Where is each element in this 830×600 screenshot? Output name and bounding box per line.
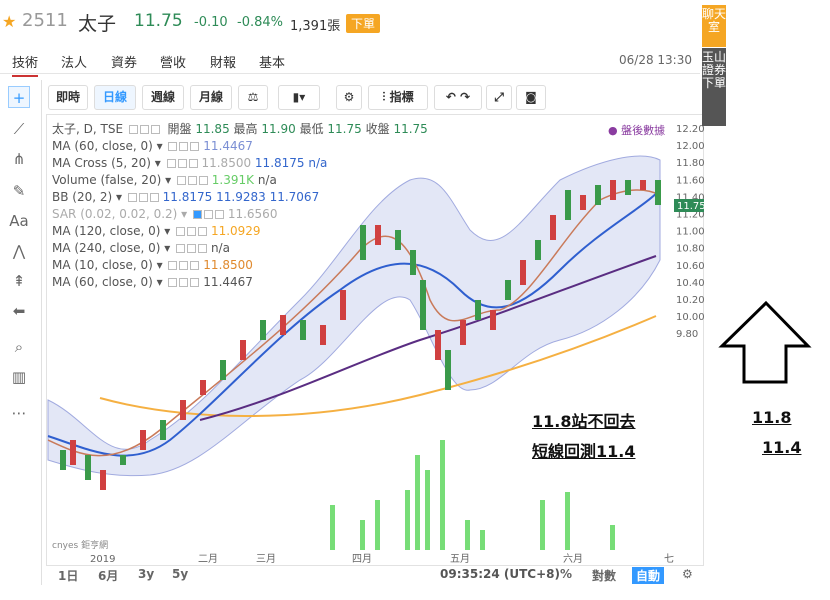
tab-margin[interactable]: 資券 — [111, 56, 138, 71]
legend-row[interactable]: MA Cross (5, 20) ▾ 11.8500 11.8175 n/a — [52, 156, 328, 170]
favorite-star-icon[interactable]: ★ — [2, 12, 17, 31]
quote-header: ★ 2511 太子 11.75 -0.10 -0.84% 1,391張 下單 — [0, 0, 700, 45]
fib-icon[interactable]: ⋔ — [12, 150, 26, 168]
undo-redo-icon[interactable]: ↶ ↷ — [434, 85, 482, 110]
low-value: 11.75 — [327, 122, 362, 136]
indicators-button[interactable]: ⫶ 指標 — [368, 85, 428, 110]
low-label: 最低 — [299, 122, 324, 136]
legend-symbol: 太子, D, TSE — [52, 122, 124, 136]
clock-time: 09:35:24 (UTC+8) — [440, 567, 560, 581]
legend-row[interactable]: Volume (false, 20) ▾ 1.391K n/a — [52, 173, 277, 187]
open-label: 開盤 — [167, 122, 192, 136]
crosshair-icon[interactable]: + — [8, 86, 30, 108]
indicators-label: 指標 — [389, 90, 414, 104]
tab-basic[interactable]: 基本 — [259, 56, 286, 71]
camera-icon[interactable]: ◙ — [516, 85, 546, 110]
stock-price: 11.75 — [134, 11, 183, 31]
quote-datetime: 06/28 13:30 — [619, 53, 692, 67]
annotation-line2: 短線回測11.4 — [532, 442, 636, 461]
text-icon[interactable]: Aa — [9, 212, 29, 230]
tab-institutional[interactable]: 法人 — [61, 56, 88, 71]
zoom-icon[interactable]: ⌕ — [14, 338, 24, 356]
indicator-legend: 太子, D, TSE 開盤 11.85 最高 11.90 最低 11.75 收盤… — [52, 121, 428, 291]
trend-line-icon[interactable]: ⟋ — [13, 120, 25, 138]
legend-row[interactable]: MA (60, close, 0) ▾ 11.4467 — [52, 275, 253, 289]
legend-row[interactable]: BB (20, 2) ▾ 11.8175 11.9283 11.7067 — [52, 190, 320, 204]
tab-revenue[interactable]: 營收 — [160, 56, 187, 71]
candle-style-icon[interactable]: ▮▾ — [278, 85, 320, 110]
range-6m[interactable]: 6月 — [98, 569, 119, 583]
close-value: 11.75 — [393, 122, 428, 136]
compare-icon[interactable]: ⚖ — [238, 85, 268, 110]
legend-row[interactable]: MA (120, close, 0) ▾ 11.0929 — [52, 224, 261, 238]
price-change: -0.10 — [194, 15, 228, 30]
back-arrow-icon[interactable]: ⬅ — [12, 302, 26, 320]
pattern-icon[interactable]: ⋀ — [12, 242, 26, 260]
monthly-button[interactable]: 月線 — [190, 85, 232, 110]
annotation-line1: 11.8站不回去 — [532, 412, 636, 431]
legend-row[interactable]: MA (10, close, 0) ▾ 11.8500 — [52, 258, 253, 272]
percent-toggle[interactable]: % — [560, 567, 573, 581]
chat-room-tab[interactable]: 聊天室 — [702, 5, 726, 47]
legend-row[interactable]: MA (60, close, 0) ▾ 11.4467 — [52, 139, 253, 153]
daily-button[interactable]: 日線 — [94, 85, 136, 110]
legend-row[interactable]: MA (240, close, 0) ▾ n/a — [52, 241, 230, 255]
legend-main: 太子, D, TSE 開盤 11.85 最高 11.90 最低 11.75 收盤… — [52, 121, 428, 138]
range-3y[interactable]: 3y — [138, 567, 155, 581]
intraday-button[interactable]: 即時 — [48, 85, 88, 110]
broker-order-tab[interactable]: 玉山證券下單 — [702, 48, 726, 126]
bottom-settings-icon[interactable]: ⚙ — [682, 567, 693, 581]
high-label: 最高 — [233, 122, 258, 136]
price-change-pct: -0.84% — [237, 15, 283, 30]
ruler-icon[interactable]: ▥ — [11, 368, 27, 386]
weekly-button[interactable]: 週線 — [142, 85, 184, 110]
trade-volume: 1,391張 — [290, 19, 341, 34]
after-hours-link[interactable]: ● 盤後數據 — [608, 124, 666, 137]
open-value: 11.85 — [195, 122, 230, 136]
chart-area[interactable] — [46, 114, 704, 566]
bottom-range-bar: 1日 6月 3y 5y 09:35:24 (UTC+8) % 對數 自動 ⚙ — [46, 566, 704, 584]
auto-toggle[interactable]: 自動 — [632, 567, 665, 584]
chart-toolbar: 即時 日線 週線 月線 ⚖ ▮▾ ⚙ ⫶ 指標 ↶ ↷ ⤢ ◙ — [46, 84, 704, 112]
range-5y[interactable]: 5y — [172, 567, 189, 581]
stock-name: 太子 — [78, 13, 117, 35]
fullscreen-icon[interactable]: ⤢ — [486, 85, 512, 110]
up-arrow-annotation — [718, 300, 812, 384]
tab-financials[interactable]: 財報 — [210, 56, 237, 71]
drawing-tools-sidebar: + ⟋ ⋔ ✎ Aa ⋀ ⇞ ⬅ ⌕ ▥ ⋯ — [0, 80, 42, 585]
brush-icon[interactable]: ✎ — [12, 182, 26, 200]
section-tabs: 技術 法人 資券 營收 財報 基本 06/28 13:30 — [0, 48, 700, 77]
annotation-right1: 11.8 — [752, 408, 792, 427]
measure-icon[interactable]: ⇞ — [12, 272, 26, 290]
settings-icon[interactable]: ⚙ — [336, 85, 362, 110]
place-order-button[interactable]: 下單 — [346, 14, 381, 33]
annotation-right2: 11.4 — [762, 438, 802, 457]
range-1d[interactable]: 1日 — [58, 569, 79, 583]
log-toggle[interactable]: 對數 — [592, 569, 617, 583]
high-value: 11.90 — [261, 122, 296, 136]
stock-code: 2511 — [22, 10, 68, 31]
close-label: 收盤 — [365, 122, 390, 136]
tab-technical[interactable]: 技術 — [12, 52, 39, 77]
legend-row[interactable]: SAR (0.02, 0.02, 0.2) ▾ 11.6560 — [52, 207, 278, 221]
more-icon[interactable]: ⋯ — [11, 404, 27, 422]
